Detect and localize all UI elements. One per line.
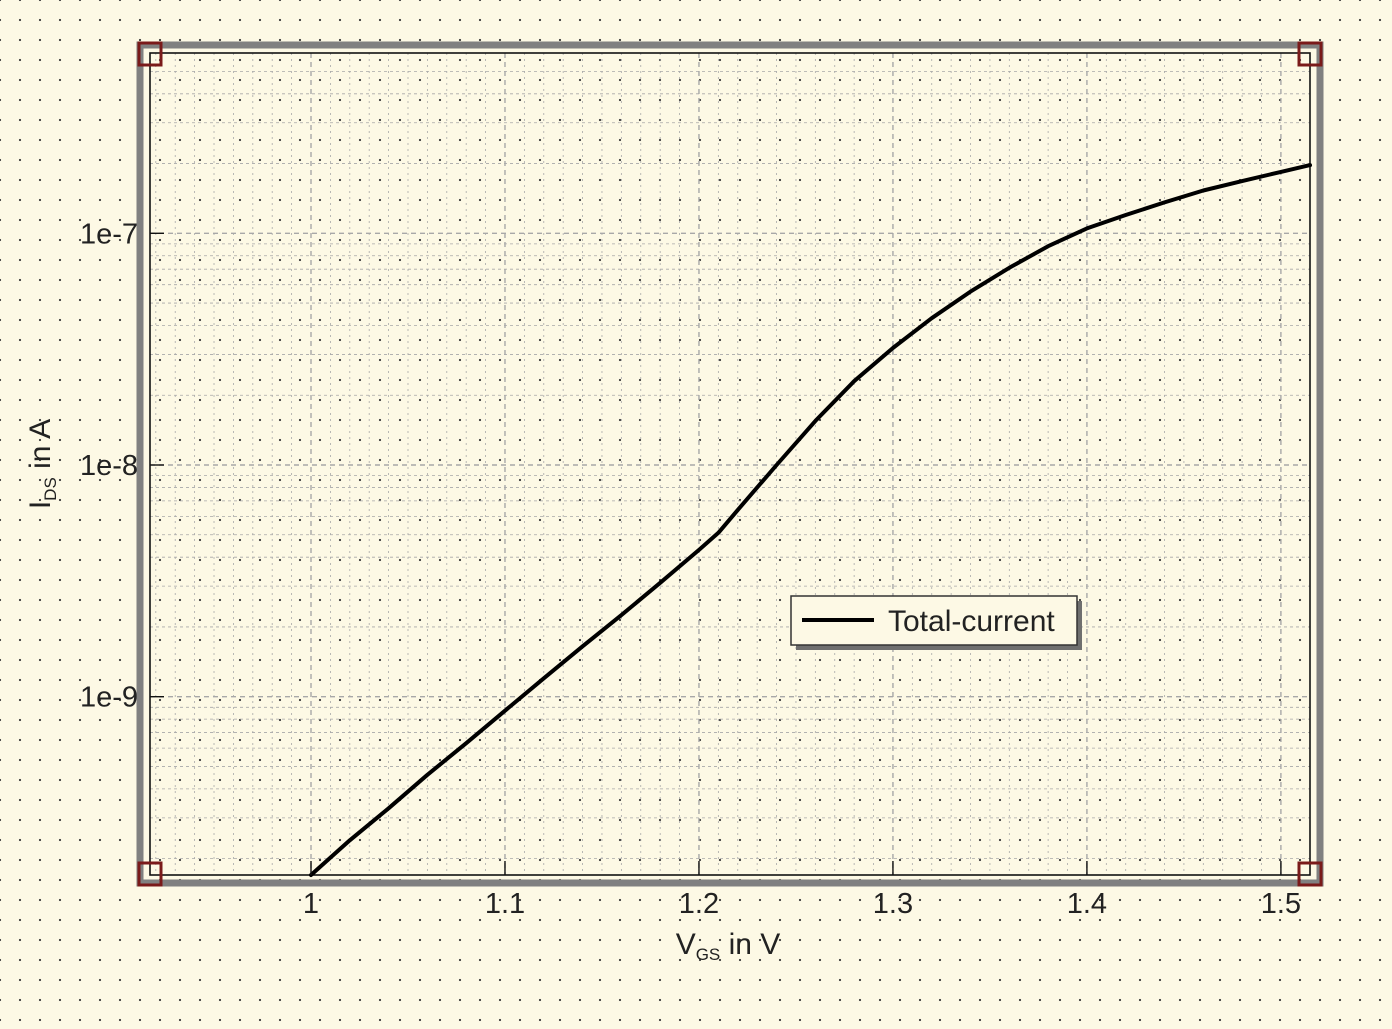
- x-axis-label-subscript: GS: [696, 945, 721, 964]
- series-line: [309, 163, 1312, 877]
- x-axis-label-suffix: in V: [720, 928, 780, 961]
- y-axis-label-suffix: in A: [24, 419, 57, 477]
- x-tick-label: 1: [303, 888, 319, 920]
- series-layer: [309, 163, 1312, 877]
- x-tick-label: 1.1: [485, 888, 525, 920]
- y-tick-label: 1e-8: [80, 450, 138, 482]
- selection-frame[interactable]: [136, 41, 1324, 887]
- y-axis-label-main: I: [24, 501, 57, 509]
- y-axis-label-subscript: DS: [41, 477, 60, 501]
- x-tick-label: 1.3: [873, 888, 913, 920]
- bottom-left-handle[interactable]: [137, 861, 163, 887]
- legend[interactable]: Total-current: [790, 595, 1082, 650]
- top-right-handle[interactable]: [1297, 41, 1323, 67]
- y-tick-label: 1e-9: [80, 682, 138, 714]
- x-axis-label: VGS in V: [676, 928, 781, 964]
- legend-label: Total-current: [888, 605, 1055, 638]
- x-tick-label: 1.4: [1067, 888, 1107, 920]
- plot-border: [149, 52, 1311, 876]
- handles: [137, 41, 1323, 887]
- x-tick-label: 1.5: [1261, 888, 1301, 920]
- bottom-right-handle[interactable]: [1297, 861, 1323, 887]
- tick-layer: 1 1.1 1.2 1.3 1.4 1.5 1e-9 1e-8 1e-7: [80, 218, 1301, 920]
- top-left-handle[interactable]: [137, 41, 163, 67]
- x-axis-label-main: V: [676, 928, 696, 961]
- grid: [150, 52, 1310, 875]
- y-axis-label: IDS in A: [24, 419, 60, 509]
- x-tick-label: 1.2: [679, 888, 719, 920]
- y-tick-label: 1e-7: [80, 218, 138, 250]
